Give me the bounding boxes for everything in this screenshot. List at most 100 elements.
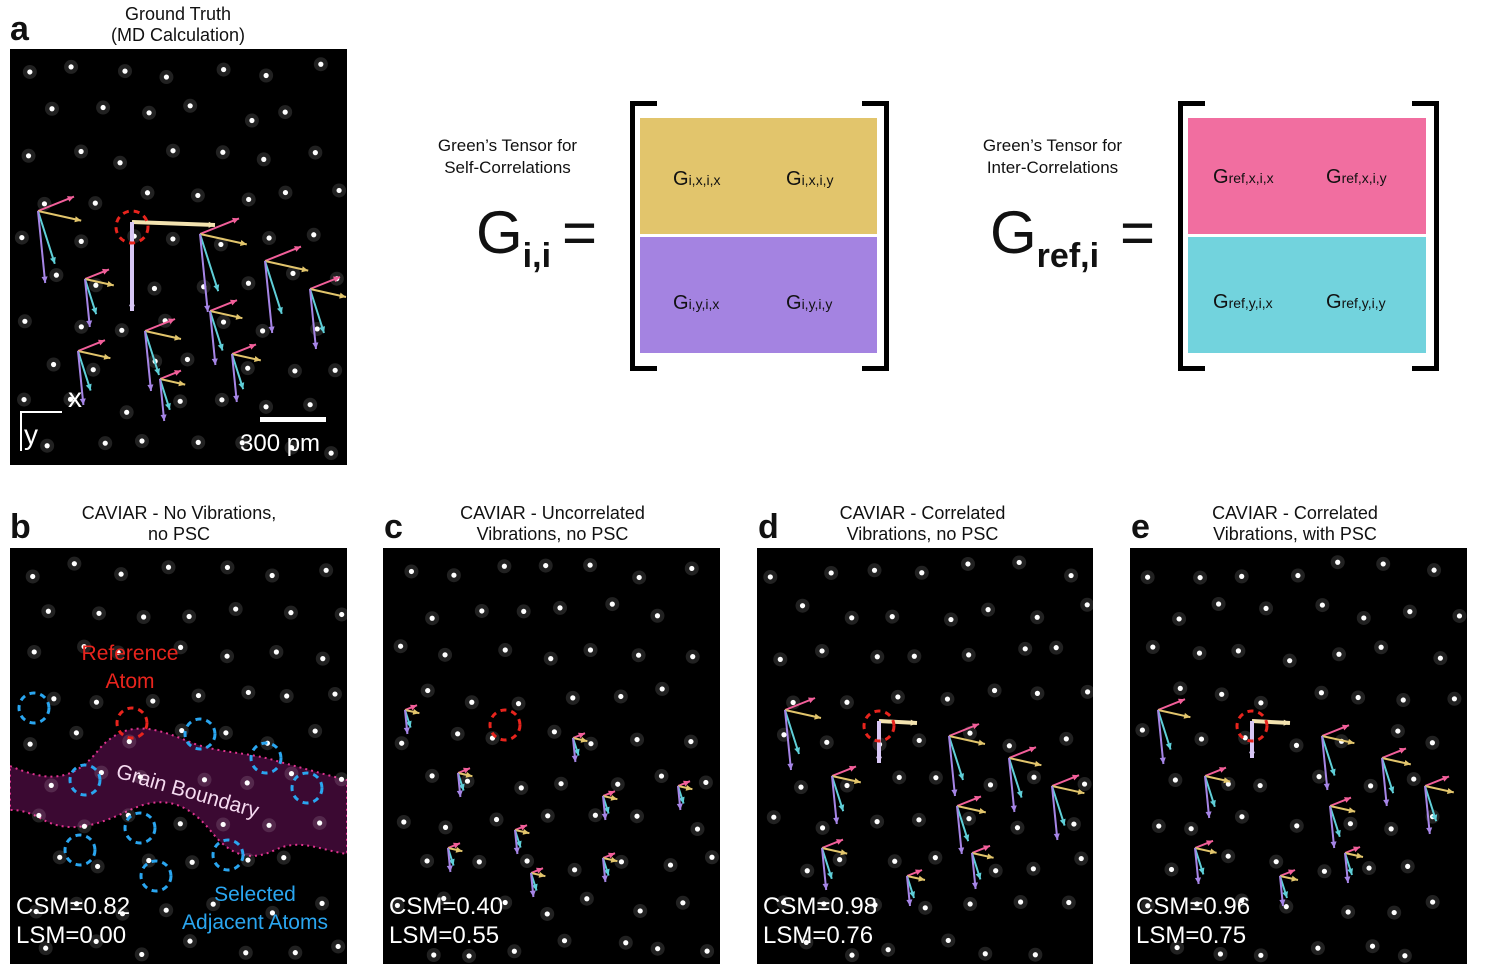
atom: [1053, 645, 1059, 651]
arrow-head: [963, 834, 970, 842]
atom: [1283, 904, 1289, 910]
atom: [31, 649, 37, 655]
atom: [1257, 782, 1263, 789]
displacement-arrow: [1157, 709, 1172, 750]
atom: [431, 952, 437, 958]
atom: [78, 148, 84, 155]
arrow-head: [522, 828, 530, 835]
arrow-head: [49, 256, 56, 264]
arrow-head: [978, 808, 986, 815]
atom: [885, 947, 891, 953]
displacement-arrow: [831, 775, 838, 825]
panel-a-title-line1: Ground Truth: [124, 4, 232, 24]
selected-atoms-label-line2: Adjacent Atoms: [182, 911, 328, 934]
atom: [1242, 735, 1248, 741]
selected-atom-circle: [123, 811, 157, 845]
atom: [320, 656, 326, 662]
atom: [544, 911, 550, 917]
atom: [837, 857, 843, 863]
atom: [933, 775, 939, 781]
selected-atom-circle: [139, 859, 173, 893]
tensor-self-symbol: Gi,i: [476, 203, 551, 286]
arrow-head: [1205, 811, 1212, 818]
arrow-head: [164, 402, 171, 410]
atom: [401, 819, 407, 825]
arrow-head: [79, 398, 86, 405]
atom: [502, 899, 508, 906]
tensor-self-caption-line2: Self-Correlations: [444, 158, 571, 177]
atom: [49, 106, 55, 112]
arrow-head: [787, 763, 794, 770]
atom: [1235, 648, 1241, 654]
atom: [170, 148, 176, 154]
atom: [518, 785, 524, 791]
atom: [849, 952, 855, 958]
displacement-arrow: [144, 330, 160, 376]
atom: [688, 738, 694, 745]
atom: [119, 327, 125, 333]
atom: [30, 573, 36, 580]
reference-atom-label: Reference Atom: [65, 640, 195, 696]
atom: [828, 570, 834, 576]
atom: [932, 855, 938, 861]
atom: [187, 938, 193, 944]
arrow-head: [1446, 788, 1454, 795]
arrow-head: [1165, 742, 1172, 750]
atom: [177, 821, 183, 827]
atom: [680, 900, 686, 906]
atom: [1084, 602, 1090, 608]
atom: [987, 782, 994, 788]
atom: [122, 68, 128, 74]
atom: [339, 611, 345, 618]
atom: [281, 855, 287, 861]
tensor-self-left-bracket: [630, 101, 657, 371]
arrow-head: [513, 847, 520, 854]
arrow-head: [128, 304, 136, 311]
panel-c-letter: c: [384, 508, 403, 546]
arrow-head: [1356, 852, 1363, 859]
atom: [81, 644, 87, 650]
panel-b-title-line2: no PSC: [147, 524, 211, 544]
tensor-inter-subscript: ref,i: [1036, 237, 1100, 275]
arrow-head: [1344, 876, 1351, 883]
atom: [1168, 866, 1175, 873]
tensor-inter-caption-line1: Green’s Tensor for: [982, 136, 1123, 155]
atom: [442, 652, 448, 658]
atom: [844, 699, 850, 705]
atom: [466, 953, 472, 959]
atom: [1347, 821, 1354, 827]
atom: [561, 938, 568, 944]
arrow-head: [571, 755, 578, 762]
panel-c-csm: CSM=0.40: [389, 893, 504, 920]
arrow-head: [538, 871, 546, 878]
arrow-head: [41, 276, 48, 283]
atom: [771, 814, 777, 820]
arrow-head: [849, 765, 856, 772]
atom: [1335, 559, 1341, 565]
atom: [179, 727, 185, 734]
arrow-head: [211, 358, 218, 365]
atom: [634, 813, 640, 819]
arrow-head: [1342, 724, 1349, 731]
atom: [332, 367, 338, 373]
reference-atom-circle: [862, 709, 896, 743]
atom: [33, 908, 39, 915]
arrow-head: [1282, 891, 1288, 898]
atom: [1156, 823, 1162, 829]
atom: [636, 574, 642, 581]
atom: [993, 868, 999, 874]
panel-c-image: CSM=0.40 LSM=0.55: [383, 548, 720, 964]
panel-d-image: CSM=0.98 LSM=0.76: [757, 548, 1093, 964]
atom: [195, 692, 202, 699]
arrow-head: [975, 872, 982, 880]
atom: [68, 64, 74, 70]
arrow-head: [276, 306, 283, 314]
atom: [146, 857, 152, 864]
atom: [1431, 567, 1437, 573]
panel-d-letter: d: [758, 508, 779, 546]
atom: [982, 951, 988, 957]
scale-bar: [260, 417, 326, 422]
atom: [221, 66, 227, 73]
displacement-arrow: [131, 220, 216, 227]
displacement-arrow: [784, 709, 800, 755]
